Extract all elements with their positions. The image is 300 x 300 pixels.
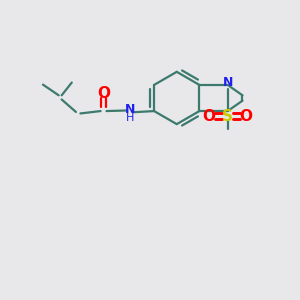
Text: O: O [97,86,110,101]
Text: O: O [203,109,216,124]
Text: N: N [124,103,135,116]
Text: S: S [222,109,233,124]
Text: O: O [240,109,253,124]
Text: H: H [125,113,134,123]
Text: N: N [223,76,233,89]
